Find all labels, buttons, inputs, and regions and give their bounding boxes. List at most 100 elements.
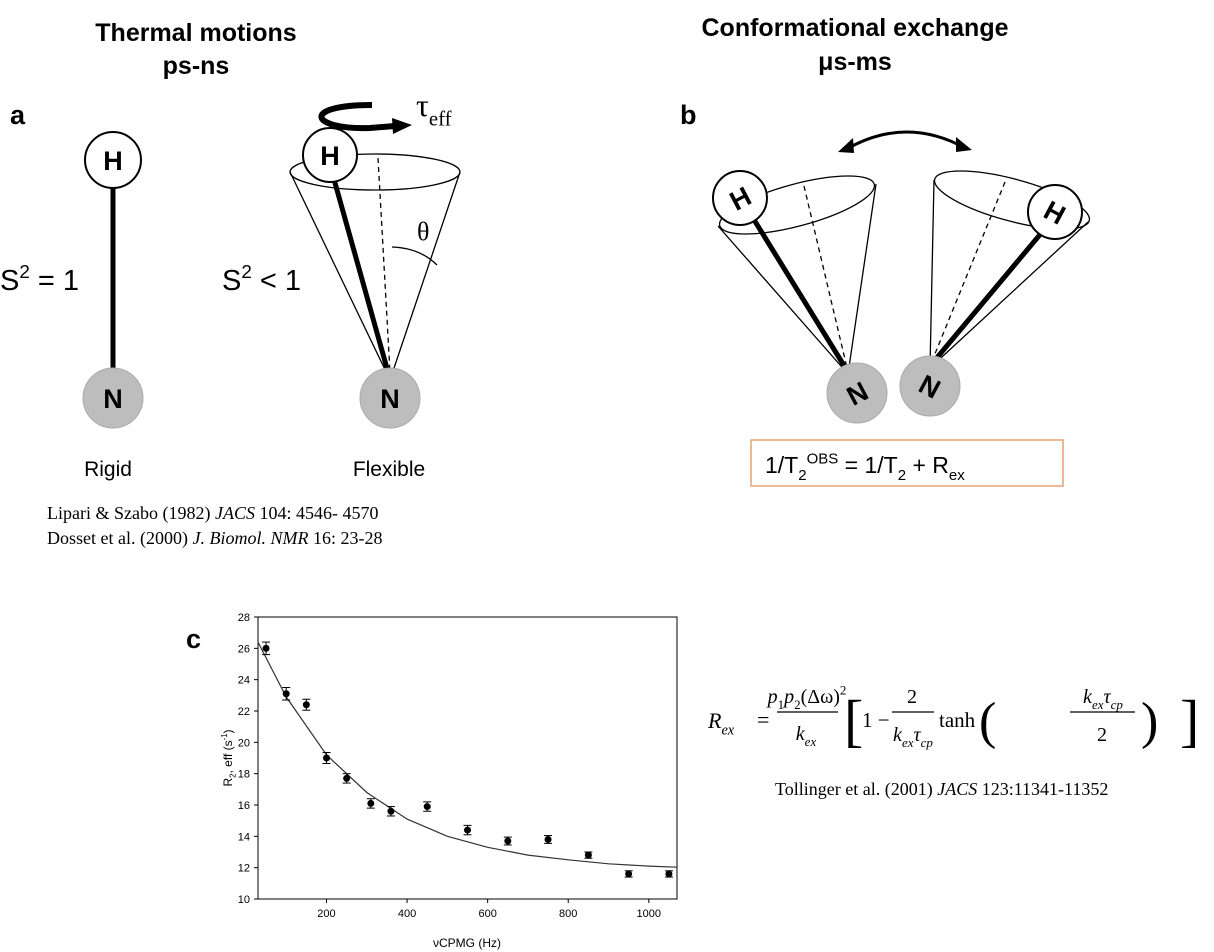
atom xyxy=(899,355,961,417)
text-fragment: 2 xyxy=(798,467,806,484)
angle-arc xyxy=(391,246,438,266)
text-fragment: τ xyxy=(913,724,921,746)
equation-part: Rex xyxy=(707,708,735,739)
x-tick-label: 600 xyxy=(478,908,496,920)
equation-part: 2 xyxy=(1097,724,1107,746)
text-fragment: + R xyxy=(906,452,949,478)
equation-part: 2 xyxy=(907,686,917,708)
data-point xyxy=(544,835,552,843)
atom xyxy=(1027,184,1083,240)
text-fragment: = 1/T xyxy=(838,452,897,478)
text-fragment: S xyxy=(222,265,241,297)
y-tick-label: 10 xyxy=(238,894,250,906)
text-fragment: J. Biomol. NMR xyxy=(192,528,308,548)
text-fragment: OBS xyxy=(807,450,839,467)
data-point xyxy=(282,690,290,698)
atom xyxy=(82,367,144,429)
equation-part: 1 − xyxy=(862,708,890,732)
data-point xyxy=(302,701,310,709)
text-fragment: eff xyxy=(429,108,452,131)
cone-edge xyxy=(289,171,391,381)
reference: Dosset et al. (2000) J. Biomol. NMR 16: … xyxy=(47,528,382,549)
text-fragment: k xyxy=(893,724,903,746)
text-fragment: 1 xyxy=(778,697,785,712)
fit-line xyxy=(257,641,678,868)
text-fragment: 104: 4546- 4570 xyxy=(255,503,379,523)
order-parameter: S2 < 1 xyxy=(222,262,301,297)
equation-part: kexτcp xyxy=(1083,686,1123,712)
text-fragment: 2 xyxy=(898,467,906,484)
cone-edge xyxy=(929,221,1089,369)
arrow-head xyxy=(838,138,854,153)
y-tick-label: 22 xyxy=(238,706,250,718)
text-fragment: , eff (s xyxy=(221,740,235,773)
correlation-time: τeff xyxy=(416,87,452,131)
y-tick-label: 20 xyxy=(238,737,250,749)
text-fragment: ex xyxy=(1092,697,1104,712)
text-fragment: -1 xyxy=(220,733,229,740)
reference: Tollinger et al. (2001) JACS 123:11341-1… xyxy=(775,779,1108,800)
x-tick-label: 1000 xyxy=(637,908,661,920)
text-fragment: (Δω) xyxy=(801,686,840,708)
equation-part: p1p2(Δω)2 xyxy=(766,683,847,712)
reference: Lipari & Szabo (1982) JACS 104: 4546- 45… xyxy=(47,503,378,524)
data-point xyxy=(665,870,673,878)
atom xyxy=(302,127,358,183)
panel-label: b xyxy=(680,100,697,130)
cone-rim xyxy=(933,170,1091,230)
data-point xyxy=(504,837,512,845)
x-axis-label: νCPMG (Hz) xyxy=(433,936,501,950)
text-fragment: ex xyxy=(949,467,965,484)
atom xyxy=(359,367,421,429)
plot-frame xyxy=(257,616,678,900)
x-tick-label: 200 xyxy=(317,908,335,920)
text-fragment: Tollinger et al. (2001) xyxy=(775,779,937,800)
equation-part: kex xyxy=(796,723,817,749)
order-parameter: S2 = 1 xyxy=(0,262,79,297)
data-point xyxy=(423,803,431,811)
equation-part: ( xyxy=(979,693,996,750)
equation-part: tanh xyxy=(939,708,976,732)
text-fragment: ex xyxy=(721,723,734,739)
text-fragment: R xyxy=(221,778,235,787)
cone-axis xyxy=(929,181,1006,367)
atom xyxy=(712,170,768,226)
exchange-arrow xyxy=(844,130,966,152)
data-point xyxy=(262,644,270,652)
text-fragment: cp xyxy=(1111,697,1124,712)
text-fragment: cp xyxy=(921,735,934,750)
atom xyxy=(826,362,888,424)
atom-label: H xyxy=(103,146,123,176)
data-point xyxy=(625,870,633,878)
text-fragment: Lipari & Szabo (1982) xyxy=(47,503,215,524)
data-point xyxy=(322,754,330,762)
panel-title: Thermal motions xyxy=(95,19,296,47)
atom xyxy=(84,131,142,189)
text-fragment: 1/T xyxy=(765,452,798,478)
text-fragment: τ xyxy=(1103,686,1111,708)
text-fragment: ex xyxy=(805,734,817,749)
left-state: H N xyxy=(712,170,888,424)
cone-edge xyxy=(847,183,877,375)
relation: 1/T2OBS = 1/T2 + Rex xyxy=(765,450,965,484)
text-fragment: k xyxy=(1083,686,1093,708)
bond xyxy=(928,223,1050,368)
text-fragment: p xyxy=(766,686,778,708)
text-fragment: 16: 23-28 xyxy=(308,528,382,548)
angle-label: θ xyxy=(417,217,429,246)
y-tick-label: 12 xyxy=(238,863,250,875)
text-fragment: ex xyxy=(902,735,914,750)
data-point xyxy=(387,807,395,815)
y-tick-label: 14 xyxy=(238,831,250,843)
text-fragment: 2 xyxy=(19,262,30,283)
y-tick-label: 26 xyxy=(238,643,250,655)
caption: Flexible xyxy=(353,458,425,481)
text-fragment: τ xyxy=(416,87,429,123)
caption: Rigid xyxy=(84,458,132,481)
arrow-head xyxy=(392,118,412,134)
text-fragment: 2 xyxy=(229,774,238,778)
bond xyxy=(327,164,391,373)
text-fragment: ) xyxy=(221,729,235,733)
arrow-head xyxy=(956,137,972,152)
